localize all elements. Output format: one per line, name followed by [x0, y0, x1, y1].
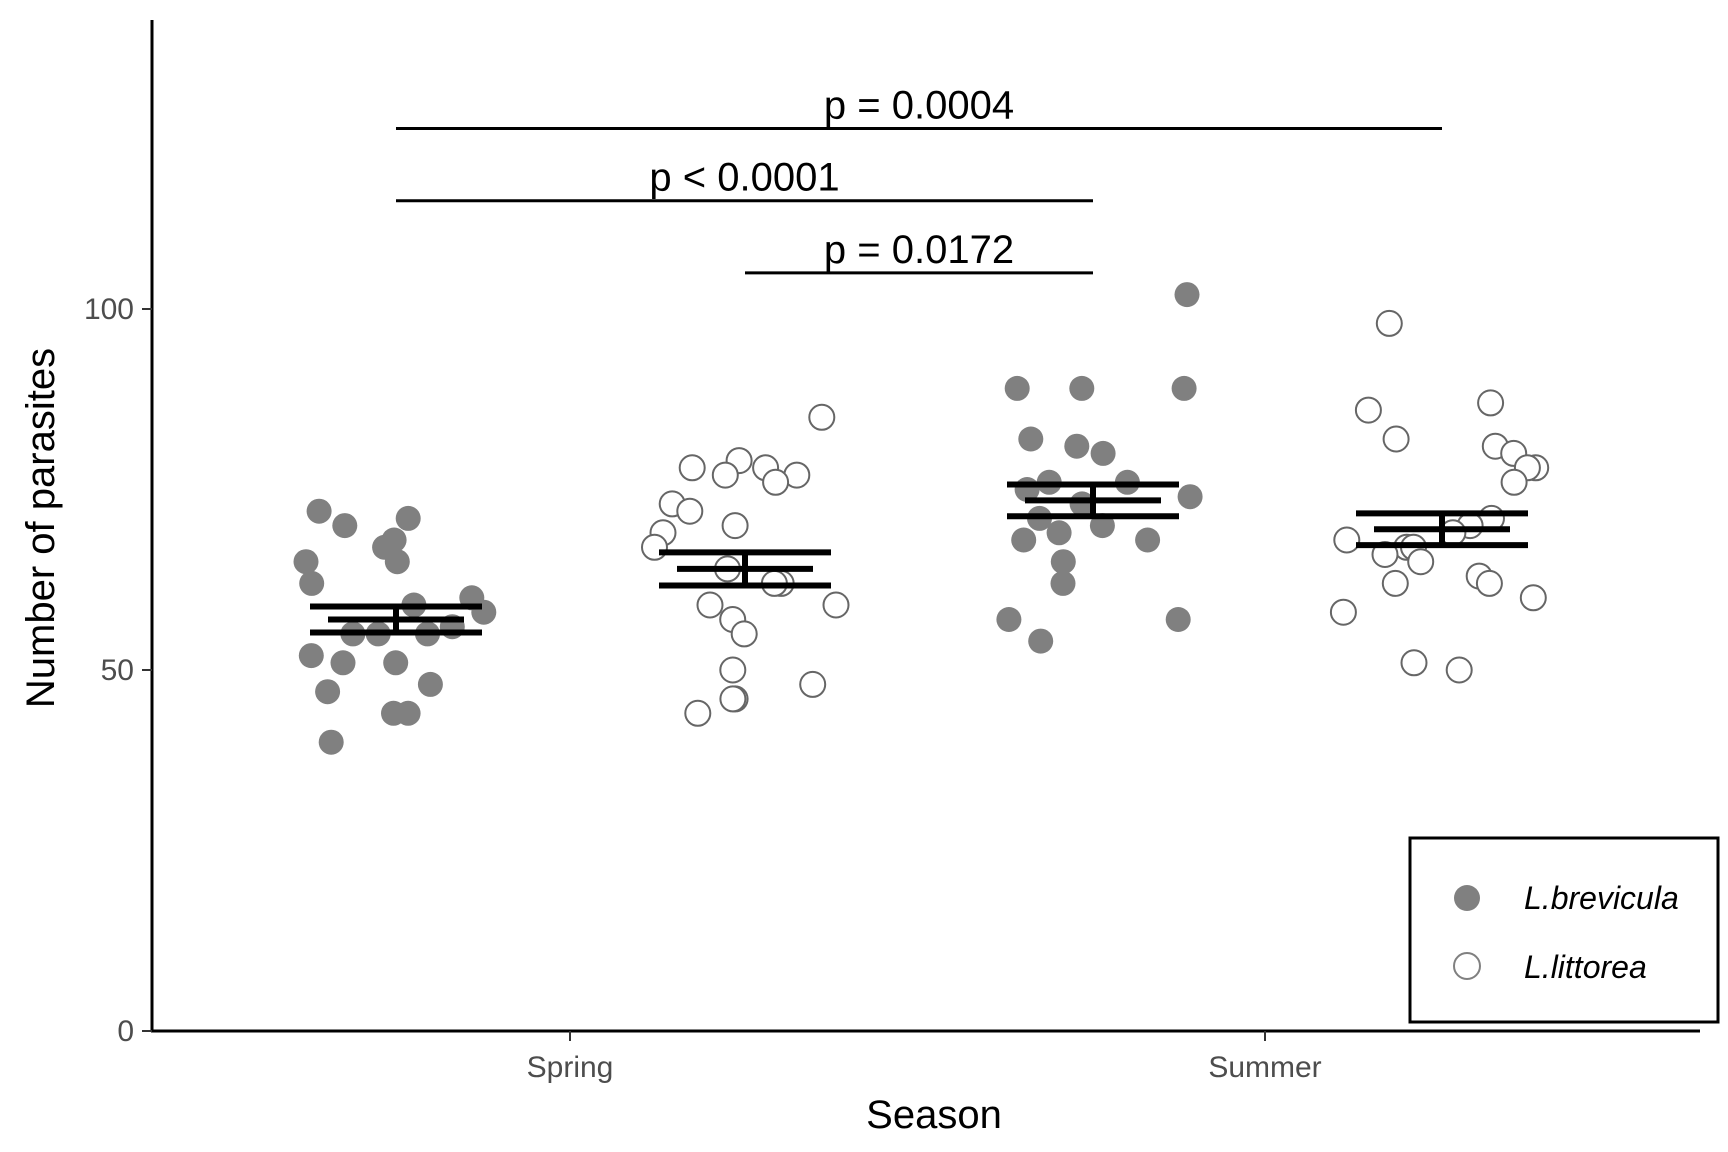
- data-point: [1004, 375, 1030, 401]
- data-point: [1177, 484, 1203, 510]
- x-tick-label: Spring: [527, 1051, 614, 1084]
- data-point: [384, 549, 410, 575]
- legend-key-l-littorea: [1453, 952, 1481, 980]
- legend-label-l-brevicula: L.brevicula: [1524, 880, 1679, 916]
- data-point: [1011, 527, 1037, 553]
- y-axis-title: Number of parasites: [19, 348, 63, 708]
- data-point: [299, 570, 325, 596]
- x-axis-title: Season: [866, 1093, 1002, 1137]
- data-point: [808, 403, 836, 431]
- data-point: [711, 461, 739, 489]
- y-tick-label: 100: [84, 293, 134, 326]
- legend: L.brevicula L.littorea: [1408, 836, 1720, 1024]
- data-point: [417, 671, 443, 697]
- data-point: [330, 650, 356, 676]
- data-point: [1028, 628, 1054, 654]
- data-point: [1046, 520, 1072, 546]
- data-point: [383, 650, 409, 676]
- data-point: [799, 670, 827, 698]
- data-point: [1371, 541, 1399, 568]
- data-point: [1050, 549, 1076, 575]
- data-point: [395, 505, 421, 531]
- data-point: [678, 454, 706, 482]
- data-point: [1375, 309, 1403, 337]
- data-point: [293, 549, 319, 575]
- data-point: [822, 591, 850, 619]
- data-point: [996, 607, 1022, 632]
- data-point: [1090, 440, 1116, 466]
- comparisons-layer: p = 0.0004 p < 0.0001 p = 0.0172: [396, 84, 1442, 275]
- data-point: [1400, 649, 1428, 677]
- data-point: [1069, 375, 1095, 401]
- data-point: [381, 700, 406, 726]
- legend-box: [1408, 836, 1720, 1024]
- data-point: [696, 591, 724, 619]
- data-point: [1381, 569, 1409, 597]
- data-point: [332, 513, 358, 539]
- data-point: [1018, 426, 1044, 452]
- data-point: [730, 620, 758, 648]
- legend-label-l-littorea: L.littorea: [1524, 949, 1647, 985]
- data-point: [684, 699, 712, 727]
- data-point: [298, 643, 324, 669]
- x-tick-label: Summer: [1208, 1051, 1321, 1084]
- data-point: [1174, 282, 1200, 308]
- data-point: [719, 656, 747, 684]
- data-point: [315, 679, 341, 705]
- data-point: [762, 468, 790, 496]
- data-point: [1354, 396, 1382, 424]
- data-point: [719, 685, 747, 713]
- data-point: [1500, 468, 1528, 496]
- y-tick-label: 0: [117, 1015, 134, 1048]
- x-ticks: Spring Summer: [527, 1031, 1322, 1084]
- data-point: [1519, 584, 1547, 612]
- data-point: [1089, 513, 1115, 539]
- data-point: [1050, 570, 1076, 596]
- data-point: [1477, 389, 1505, 417]
- data-point: [471, 599, 497, 625]
- points-layer: [293, 282, 1550, 755]
- data-point: [1165, 607, 1191, 632]
- data-point: [1135, 527, 1161, 553]
- comparison-p-value: p < 0.0001: [649, 156, 839, 200]
- y-ticks: 0 50 100: [84, 293, 152, 1048]
- data-point: [1382, 425, 1410, 453]
- error-bars-layer: [310, 481, 1528, 636]
- data-point: [1171, 375, 1197, 401]
- data-point: [676, 497, 704, 525]
- data-point: [641, 533, 668, 561]
- data-point: [1329, 598, 1357, 626]
- data-point: [1333, 526, 1361, 554]
- data-point: [1407, 548, 1435, 576]
- data-point: [1475, 569, 1503, 597]
- data-point: [306, 498, 332, 524]
- data-point: [1064, 433, 1090, 459]
- comparison-p-value: p = 0.0004: [824, 84, 1014, 128]
- data-point: [318, 729, 344, 755]
- legend-key-l-brevicula: [1454, 885, 1480, 911]
- data-point: [1445, 656, 1473, 684]
- data-point: [721, 512, 749, 540]
- y-tick-label: 50: [101, 654, 134, 687]
- comparison-p-value: p = 0.0172: [824, 228, 1014, 272]
